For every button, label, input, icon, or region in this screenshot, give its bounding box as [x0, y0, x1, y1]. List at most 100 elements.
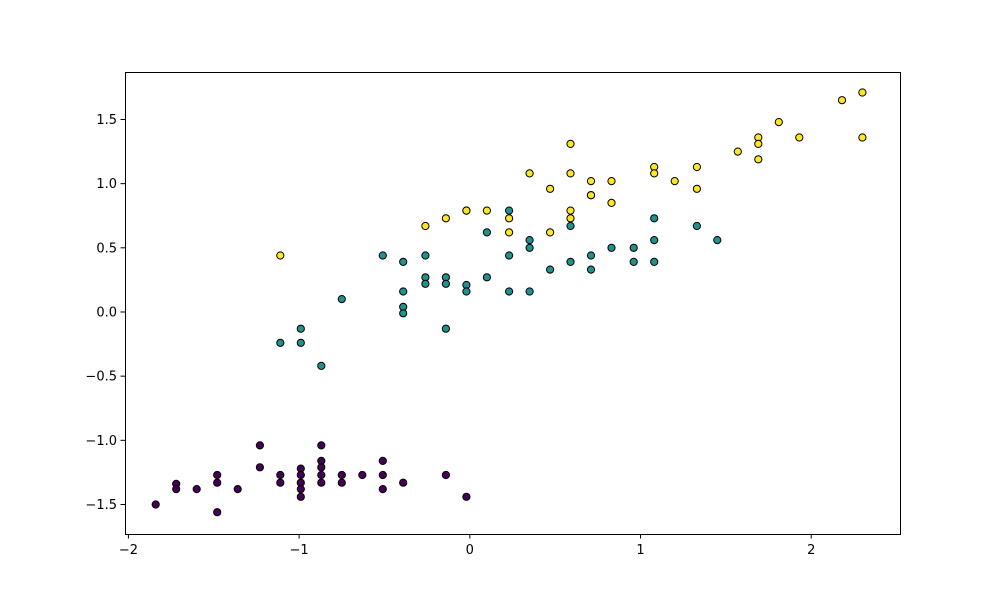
scatter-point [754, 155, 763, 164]
scatter-point [586, 265, 596, 274]
scatter-point [441, 324, 450, 333]
scatter-point [399, 309, 408, 318]
x-tick-label: −2 [119, 543, 138, 558]
scatter-point [421, 251, 430, 260]
x-tick-label: 0 [466, 543, 474, 558]
scatter-point [213, 470, 222, 480]
scatter-point [858, 88, 867, 97]
y-tick-label: −0.5 [85, 370, 117, 385]
scatter-point [670, 177, 679, 186]
scatter-point [482, 273, 491, 282]
scatter-point [525, 236, 534, 245]
scatter-point [378, 456, 387, 465]
scatter-point [713, 236, 722, 245]
x-tick-label: −1 [290, 543, 309, 558]
scatter-point [337, 295, 346, 304]
scatter-point [692, 221, 702, 231]
scatter-point [172, 485, 181, 494]
scatter-point [754, 139, 763, 148]
scatter-point [566, 206, 575, 215]
scatter-point [462, 206, 471, 215]
scatter-point [566, 139, 575, 148]
scatter-point [192, 485, 201, 494]
scatter-point [505, 228, 514, 237]
scatter-point [213, 508, 222, 517]
scatter-point [441, 470, 450, 480]
scatter-point [692, 162, 702, 172]
scatter-point [607, 198, 616, 207]
scatter-point [317, 361, 326, 370]
scatter-point [399, 257, 408, 266]
scatter-point [462, 287, 471, 296]
scatter-point [213, 478, 222, 487]
scatter-point [482, 228, 491, 237]
scatter-point [337, 478, 346, 487]
scatter-point [399, 287, 408, 296]
scatter-point [505, 287, 514, 296]
scatter-point [546, 184, 555, 193]
scatter-point [441, 214, 450, 223]
scatter-point [586, 177, 596, 186]
scatter-point [255, 441, 264, 450]
y-tick-label: 0.0 [96, 305, 117, 320]
scatter-point [378, 251, 387, 260]
scatter-point [378, 485, 387, 494]
x-tick-label: 2 [807, 543, 815, 558]
scatter-point [151, 500, 160, 509]
scatter-point [566, 214, 575, 223]
scatter-point [566, 169, 575, 178]
scatter-point [317, 441, 326, 450]
plot-area [151, 88, 867, 517]
scatter-point [399, 478, 408, 487]
y-tick-label: 0.5 [96, 241, 117, 256]
scatter-point [546, 265, 555, 274]
scatter-point [276, 470, 285, 480]
scatter-point [650, 257, 659, 266]
scatter-point [421, 279, 430, 288]
scatter-point [255, 463, 264, 472]
x-axis: −2 −1 0 1 2 [119, 534, 815, 558]
scatter-point [629, 257, 638, 266]
y-tick-label: −1.5 [85, 498, 117, 513]
scatter-point [566, 221, 575, 231]
scatter-point [692, 184, 702, 193]
scatter-point [650, 169, 659, 178]
scatter-point [337, 470, 346, 480]
scatter-point [566, 257, 575, 266]
y-axis: −1.5 −1.0 −0.5 0.0 0.5 1.0 1.5 [85, 113, 125, 513]
scatter-point [774, 118, 783, 127]
scatter-point [525, 169, 534, 178]
x-tick-label: 1 [636, 543, 644, 558]
scatter-point [421, 221, 430, 231]
scatter-point [525, 243, 534, 252]
scatter-point [505, 251, 514, 260]
scatter-point [586, 251, 596, 260]
scatter-point [858, 133, 867, 142]
scatter-point [296, 485, 305, 494]
scatter-point [296, 324, 305, 333]
scatter-point [276, 251, 285, 260]
scatter-point [837, 96, 847, 105]
y-tick-label: 1.0 [96, 177, 117, 192]
scatter-point [276, 338, 285, 347]
scatter-point [296, 470, 305, 480]
scatter-point [650, 214, 659, 223]
scatter-point [317, 470, 326, 480]
scatter-point [317, 478, 326, 487]
scatter-point [233, 485, 242, 494]
scatter-point [607, 243, 616, 252]
scatter-point [525, 287, 534, 296]
scatter-point [462, 492, 471, 501]
scatter-point [441, 279, 450, 288]
scatter-point [733, 147, 742, 156]
scatter-point [358, 470, 367, 480]
scatter-point [482, 206, 491, 215]
y-tick-label: 1.5 [96, 113, 117, 128]
scatter-point [607, 177, 616, 186]
scatter-point [586, 191, 596, 200]
axes-frame [125, 72, 901, 535]
scatter-point [505, 214, 514, 223]
scatter-point [378, 470, 387, 480]
scatter-point [296, 338, 305, 347]
